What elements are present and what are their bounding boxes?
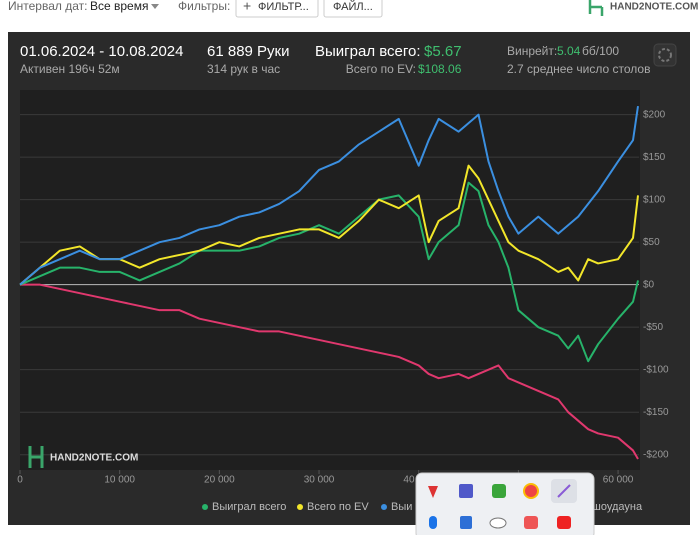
y-tick-label: $0 xyxy=(643,279,655,290)
series-line xyxy=(19,181,639,363)
dropdown-arrow[interactable] xyxy=(151,4,159,9)
winrate-value: 5.04 xyxy=(557,44,581,58)
settings-button[interactable] xyxy=(653,43,677,67)
series-line xyxy=(19,164,639,286)
file-button-text[interactable]: ФАЙЛ... xyxy=(333,0,373,13)
y-tick-label: $50 xyxy=(643,237,660,248)
y-tick-label: -$50 xyxy=(643,322,663,333)
watermark-icon xyxy=(28,446,44,468)
tray-icon[interactable] xyxy=(524,516,538,529)
series-line xyxy=(20,283,639,460)
date-select[interactable]: Все время xyxy=(90,0,148,13)
y-tick-label: $100 xyxy=(643,194,666,205)
hands-per-hour: 314 рук в час xyxy=(207,62,280,76)
y-tick-label: $200 xyxy=(643,109,666,120)
tray-icon[interactable] xyxy=(557,484,571,498)
legend-swatch xyxy=(297,504,303,510)
legend-label: шоудауна xyxy=(592,501,643,513)
tables: 2.7 среднее число столов xyxy=(507,62,650,76)
tray-icon[interactable] xyxy=(460,516,472,529)
x-tick-label: 20 000 xyxy=(204,475,235,486)
legend-label: Выиграл всего xyxy=(212,501,286,513)
tray-icon[interactable] xyxy=(489,517,507,529)
legend-label: Всего по EV xyxy=(307,501,369,513)
tray-icons xyxy=(428,479,577,529)
plus-icon: + xyxy=(243,0,251,14)
y-tick-label: -$200 xyxy=(643,449,669,460)
x-tick-label: 30 000 xyxy=(304,475,335,486)
filter-button-text[interactable]: ФИЛЬТР... xyxy=(258,1,309,13)
tray-icon[interactable] xyxy=(492,484,506,498)
winrate-unit: бб/100 xyxy=(582,44,619,58)
logo-icon xyxy=(588,0,604,16)
tray-icon[interactable] xyxy=(459,484,473,498)
legend-swatch xyxy=(381,504,387,510)
gear-icon[interactable] xyxy=(658,48,672,62)
legend-swatch xyxy=(202,504,208,510)
period: 01.06.2024 - 10.08.2024 xyxy=(20,43,183,60)
tray-icon[interactable] xyxy=(428,486,438,498)
filter-button[interactable] xyxy=(235,0,319,18)
won-label: Выиграл всего: xyxy=(315,43,421,60)
filters-label: Фильтры: xyxy=(178,0,230,13)
tray-icon[interactable] xyxy=(429,516,437,529)
winrate-label: Винрейт: xyxy=(507,44,557,58)
y-tick-label: $150 xyxy=(643,152,666,163)
logo: HAND2NOTE.COM xyxy=(610,2,698,13)
tray-icon[interactable] xyxy=(523,483,539,499)
series-line xyxy=(19,106,639,286)
y-tick-label: -$100 xyxy=(643,364,669,375)
watermark: HAND2NOTE.COM xyxy=(50,453,138,464)
file-button[interactable] xyxy=(323,0,383,18)
ev-label: Всего по EV: xyxy=(346,62,416,76)
legend-label: Выи xyxy=(391,501,412,513)
ev-value: $108.06 xyxy=(418,62,462,76)
x-tick-label: 60 000 xyxy=(603,475,634,486)
hands: 61 889 Руки xyxy=(207,43,290,60)
plot-area xyxy=(20,90,640,470)
won-value: $5.67 xyxy=(424,43,462,60)
tray-icon[interactable] xyxy=(557,516,571,529)
x-tick-label: 0 xyxy=(17,475,23,486)
y-tick-label: -$150 xyxy=(643,407,669,418)
date-label: Интервал дат: xyxy=(8,0,87,13)
x-tick-label: 10 000 xyxy=(104,475,135,486)
active: Активен 196ч 52м xyxy=(20,62,120,76)
